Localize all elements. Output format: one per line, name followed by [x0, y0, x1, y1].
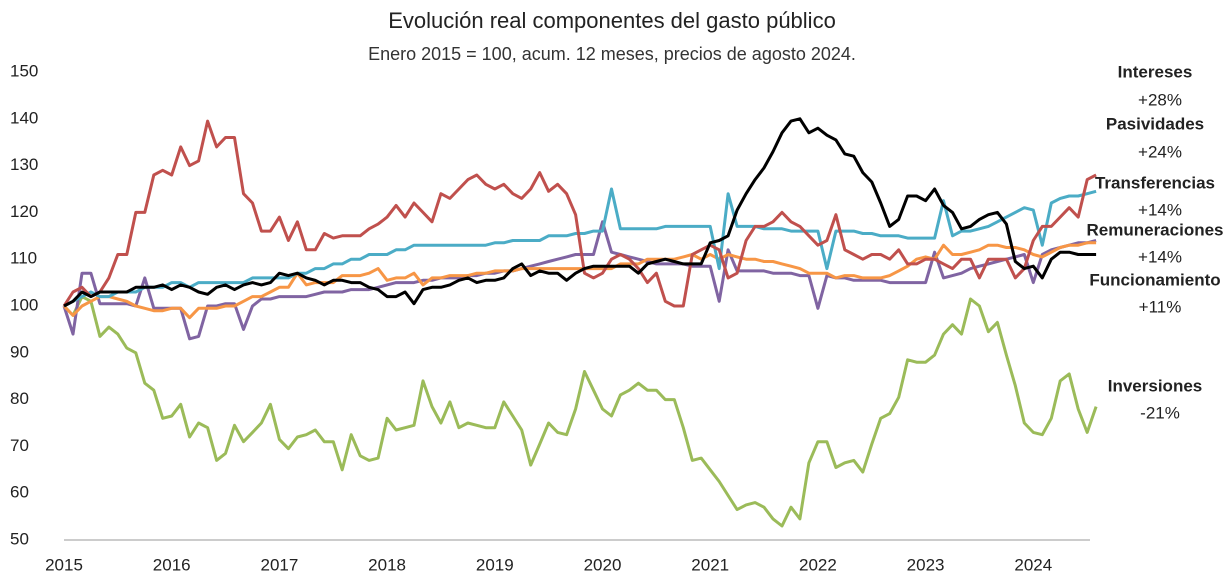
series-line	[63, 187, 1097, 308]
y-tick-label: 90	[10, 342, 29, 361]
x-tick-label: 2017	[260, 555, 298, 574]
legend-label: Intereses	[1118, 62, 1193, 81]
y-tick-label: 100	[10, 295, 38, 314]
series-line	[63, 117, 1097, 308]
chart-subtitle: Enero 2015 = 100, acum. 12 meses, precio…	[368, 44, 856, 64]
x-tick-label: 2015	[45, 555, 83, 574]
x-tick-label: 2019	[476, 555, 514, 574]
x-tick-label: 2020	[584, 555, 622, 574]
change-label: +14%	[1138, 200, 1182, 219]
series-line	[62, 119, 1097, 308]
legend-label: Pasividades	[1106, 114, 1204, 133]
y-tick-label: 120	[10, 202, 38, 221]
legend-label: Funcionamiento	[1089, 270, 1220, 289]
change-label: +11%	[1139, 297, 1182, 316]
legend-label: Transferencias	[1095, 173, 1215, 192]
chart-title: Evolución real componentes del gasto púb…	[388, 8, 836, 33]
y-tick-label: 70	[10, 436, 29, 455]
y-tick-label: 80	[10, 389, 29, 408]
x-tick-label: 2023	[907, 555, 945, 574]
y-tick-label: 150	[10, 61, 38, 80]
change-label: +24%	[1138, 142, 1182, 161]
y-tick-label: 50	[10, 529, 29, 548]
series-line	[62, 241, 1097, 320]
x-tick-label: 2021	[691, 555, 729, 574]
x-tick-label: 2022	[799, 555, 837, 574]
change-label: +28%	[1138, 90, 1182, 109]
legend-label: Inversiones	[1108, 376, 1203, 395]
y-tick-label: 60	[10, 483, 29, 502]
x-tick-label: 2024	[1014, 555, 1052, 574]
series-line	[62, 220, 1097, 341]
series-line	[62, 295, 1098, 528]
x-tick-label: 2018	[368, 555, 406, 574]
y-tick-label: 140	[10, 108, 38, 127]
change-label: -21%	[1140, 403, 1180, 422]
legend-label: Remuneraciones	[1087, 220, 1224, 239]
change-label: +14%	[1138, 247, 1182, 266]
y-tick-label: 130	[10, 155, 38, 174]
y-tick-label: 110	[10, 249, 37, 268]
x-tick-label: 2016	[153, 555, 191, 574]
